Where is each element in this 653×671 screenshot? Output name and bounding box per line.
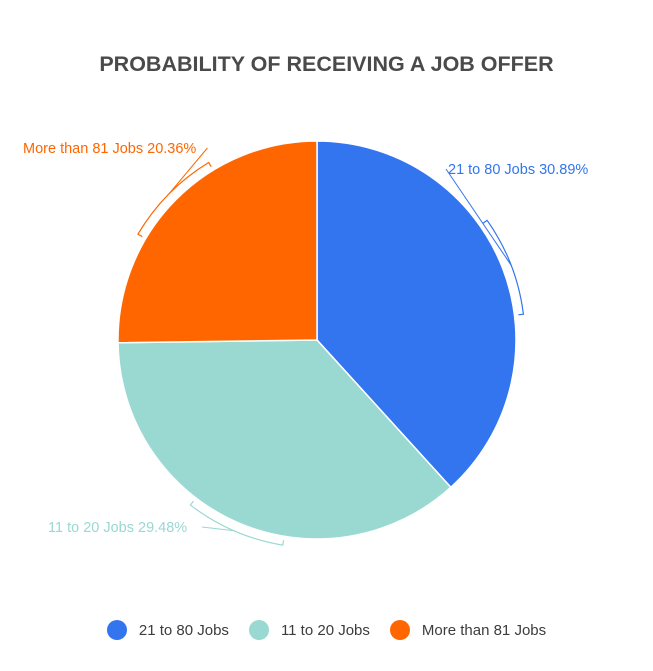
- chart-legend: 21 to 80 Jobs 11 to 20 Jobs More than 81…: [0, 620, 653, 640]
- slice-leader-line: [168, 147, 208, 195]
- slice-leader-line: [445, 168, 512, 266]
- pie-slice-11-to-20-jobs[interactable]: [117, 339, 452, 540]
- legend-marker-11-to-20: [248, 620, 269, 640]
- slice-bracket: [189, 500, 285, 546]
- slice-label-21-to-80-jobs: 21 to 80 Jobs 30.89%: [448, 162, 588, 178]
- legend-item-21-to-80[interactable]: 21 to 80 Jobs: [106, 620, 229, 640]
- chart-title: PROBABILITY OF RECEIVING A JOB OFFER: [99, 52, 554, 76]
- legend-marker-more-than-81: [389, 620, 410, 640]
- pie-slice-more-than-81-jobs[interactable]: [117, 140, 318, 344]
- legend-item-more-than-81[interactable]: More than 81 Jobs: [389, 620, 547, 640]
- legend-label-more-than-81: More than 81 Jobs: [421, 621, 547, 639]
- legend-label-11-to-20: 11 to 20 Jobs: [280, 621, 370, 639]
- slice-bracket: [137, 161, 212, 238]
- slice-label-11-to-20-jobs: 11 to 20 Jobs 29.48%: [48, 520, 187, 536]
- slice-label-more-than-81-jobs: More than 81 Jobs 20.36%: [23, 141, 196, 157]
- legend-label-21-to-80: 21 to 80 Jobs: [138, 621, 229, 639]
- legend-item-11-to-20[interactable]: 11 to 20 Jobs: [248, 620, 370, 640]
- legend-marker-21-to-80: [106, 620, 127, 640]
- pie-slice-21-to-80-jobs[interactable]: [316, 140, 517, 489]
- slice-leader-line: [201, 526, 235, 532]
- pie-chart: 21 to 80 Jobs 30.89% 11 to 20 Jobs 29.48%…: [23, 140, 588, 546]
